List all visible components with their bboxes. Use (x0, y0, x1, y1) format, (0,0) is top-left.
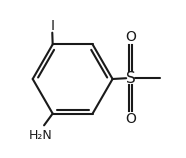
Text: O: O (125, 30, 136, 45)
Text: I: I (50, 19, 54, 33)
Text: O: O (125, 112, 136, 126)
Text: S: S (126, 71, 135, 86)
Text: H₂N: H₂N (28, 129, 52, 142)
